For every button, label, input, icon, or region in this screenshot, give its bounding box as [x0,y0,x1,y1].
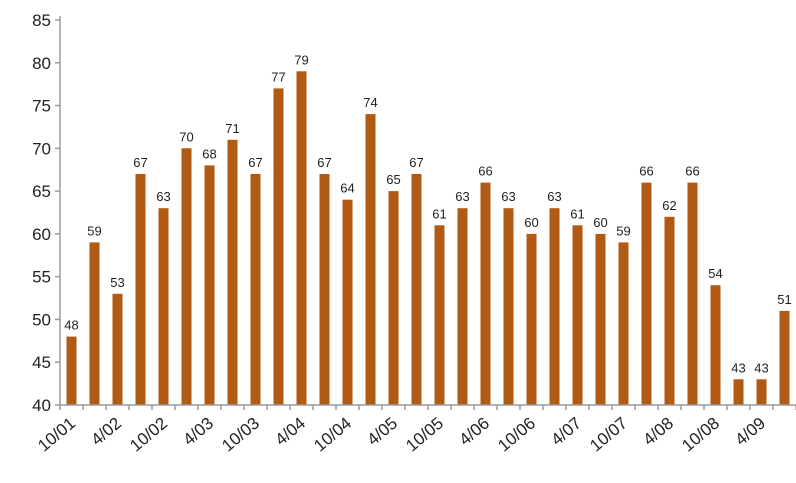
bar [135,174,146,405]
y-tick-label: 65 [32,182,51,201]
bar [250,174,261,405]
data-label: 70 [179,129,193,144]
data-label: 53 [110,275,124,290]
bar [411,174,422,405]
data-label: 48 [64,318,78,333]
data-label: 79 [294,52,308,67]
x-tick-label: 10/07 [586,414,631,456]
bar [89,242,100,405]
x-tick-label: 10/03 [218,414,263,456]
data-label: 67 [317,155,331,170]
bar [227,139,238,406]
x-axis-ticks: 10/01 4/02 10/02 4/03 10/03 4/04 10/04 4/05 10/0… [34,405,796,455]
data-label: 54 [708,266,722,281]
data-label: 67 [248,155,262,170]
x-tick-label: 4/03 [180,414,218,450]
x-tick-label: 10/06 [494,414,539,456]
bar [365,114,376,405]
bar [342,199,353,405]
bar [296,71,307,406]
bar [733,379,744,405]
bar [756,379,767,405]
bars [66,71,790,406]
y-tick-label: 60 [32,225,51,244]
x-tick-label: 10/04 [310,414,355,456]
data-label: 63 [156,189,170,204]
bar [158,208,169,405]
bar [641,182,652,405]
bar [664,216,675,405]
data-label: 74 [363,95,377,110]
bar [526,233,537,405]
data-label: 77 [271,69,285,84]
data-label: 60 [593,215,607,230]
data-label: 60 [524,215,538,230]
y-tick-label: 85 [32,11,51,30]
bar [618,242,629,405]
x-tick-label: 10/02 [126,414,171,456]
x-tick-label: 4/04 [272,414,310,450]
bar [181,148,192,406]
bar [434,225,445,405]
bar [388,191,399,405]
bar [204,165,215,405]
data-label: 51 [777,292,791,307]
y-tick-label: 80 [32,54,51,73]
y-tick-label: 75 [32,97,51,116]
data-label: 61 [570,206,584,221]
data-label: 68 [202,146,216,161]
data-label: 59 [616,223,630,238]
data-label: 71 [225,121,239,136]
data-label: 63 [501,189,515,204]
data-label: 62 [662,198,676,213]
bar [457,208,468,405]
x-tick-label: 4/08 [640,414,678,450]
bar [687,182,698,405]
x-tick-label: 4/06 [456,414,494,450]
data-label: 63 [547,189,561,204]
x-tick-label: 4/05 [364,414,402,450]
bar [319,174,330,405]
bar [710,285,721,405]
bar [572,225,583,405]
x-tick-label: 10/08 [678,414,723,456]
data-label: 65 [386,172,400,187]
data-label: 66 [478,164,492,179]
data-label: 66 [685,164,699,179]
data-label: 63 [455,189,469,204]
bar [549,208,560,405]
x-tick-label: 10/05 [402,414,447,456]
y-tick-label: 70 [32,139,51,158]
bar [112,293,123,405]
data-labels: 48 59 53 67 63 70 68 71 67 77 79 67 64 74 65 67 61 63 66 63… [64,52,791,375]
x-tick-label: 10/01 [34,414,79,456]
bar [480,182,491,405]
bar [779,310,790,405]
y-tick-label: 40 [32,396,51,415]
bar [595,233,606,405]
data-label: 61 [432,206,446,221]
data-label: 64 [340,181,354,196]
data-label: 59 [87,223,101,238]
data-label: 66 [639,164,653,179]
data-label: 67 [409,155,423,170]
bar [503,208,514,405]
x-tick-label: 4/02 [88,414,126,450]
x-tick-label: 4/09 [732,414,770,450]
bar [66,336,77,405]
y-tick-label: 50 [32,310,51,329]
bar [273,88,284,406]
data-label: 43 [754,360,768,375]
y-axis-ticks: 40 45 50 55 60 65 70 75 80 85 [32,11,60,415]
y-tick-label: 55 [32,268,51,287]
y-tick-label: 45 [32,353,51,372]
x-tick-label: 4/07 [548,414,586,450]
data-label: 43 [731,360,745,375]
data-label: 67 [133,155,147,170]
